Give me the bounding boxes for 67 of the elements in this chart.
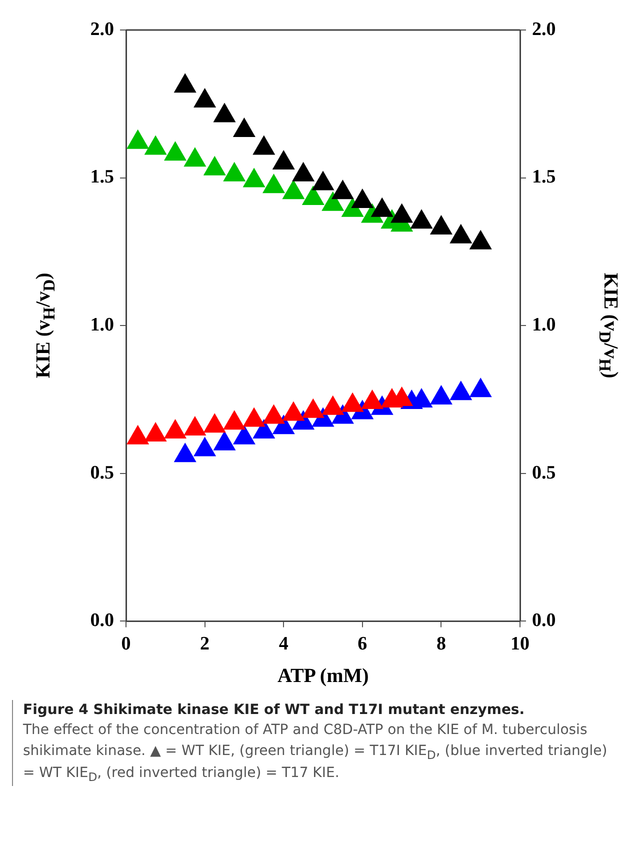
point — [341, 392, 364, 412]
point — [302, 398, 324, 418]
point — [390, 203, 414, 223]
y2-tick-label: 0.0 — [532, 610, 556, 632]
point — [370, 197, 394, 217]
point — [450, 224, 472, 244]
text: The effect of the concentration of ATP and C8D-ATP on the KIE of M. tuberculosis shikimate kinase. ▲ = WT KIE, (green triangle) = T17I KIE$_{D}$, (blue inverted triangle) = WT KIE$_{D}$, (red inverted triangle) = T17 KIE. — [23, 722, 608, 784]
point — [164, 141, 187, 161]
point — [213, 102, 236, 122]
point — [242, 168, 266, 188]
x-tick-label: 2 — [200, 634, 210, 655]
point — [360, 389, 384, 409]
point — [174, 73, 196, 93]
point — [469, 230, 492, 250]
point — [232, 118, 256, 138]
point — [430, 385, 452, 405]
point — [126, 129, 150, 149]
y2-tick-label: 2.0 — [532, 18, 556, 40]
y2-tick-label: 1.5 — [532, 166, 556, 188]
point — [262, 404, 286, 424]
point — [331, 180, 354, 200]
point — [144, 422, 167, 442]
point — [302, 185, 324, 205]
x-axis-title: ATP (mM) — [278, 664, 369, 688]
x-tick-label: 6 — [358, 634, 368, 655]
caption: Figure 4 Shikimate kinase KIE of WT and T17I mutant enzymes. — [23, 702, 525, 718]
y-tick-label: 0.0 — [90, 610, 114, 632]
point — [164, 419, 187, 439]
y-tick-label: 1.0 — [90, 314, 114, 336]
point — [469, 378, 492, 398]
point — [292, 162, 315, 182]
point — [223, 410, 246, 430]
point — [194, 88, 216, 108]
point — [282, 401, 305, 421]
y-tick-label: 1.5 — [90, 166, 114, 188]
x-tick-label: 8 — [436, 634, 446, 655]
point — [252, 135, 276, 155]
point — [262, 174, 286, 194]
point — [203, 156, 226, 176]
point — [223, 162, 246, 182]
point — [242, 407, 266, 427]
x-tick-label: 4 — [278, 634, 289, 655]
point — [174, 442, 196, 462]
point — [184, 416, 206, 436]
y-tick-label: 0.5 — [90, 462, 114, 484]
y2-tick-label: 1.0 — [532, 314, 556, 336]
point — [282, 180, 305, 200]
point — [213, 430, 236, 450]
x-tick-label: 0 — [121, 634, 131, 655]
point — [144, 135, 167, 155]
point — [252, 419, 276, 439]
y2-tick-label: 0.5 — [532, 462, 556, 484]
point — [322, 191, 344, 211]
point — [430, 215, 452, 235]
point — [322, 395, 344, 415]
point — [194, 436, 216, 456]
point — [450, 380, 472, 400]
point — [410, 209, 433, 229]
x-tick-label: 10 — [510, 634, 530, 655]
y-tick-label: 2.0 — [90, 18, 114, 40]
point — [203, 413, 226, 433]
point — [232, 424, 256, 444]
point — [312, 170, 334, 190]
point — [126, 424, 150, 444]
point — [184, 147, 206, 167]
point — [351, 188, 374, 208]
point — [272, 150, 295, 170]
